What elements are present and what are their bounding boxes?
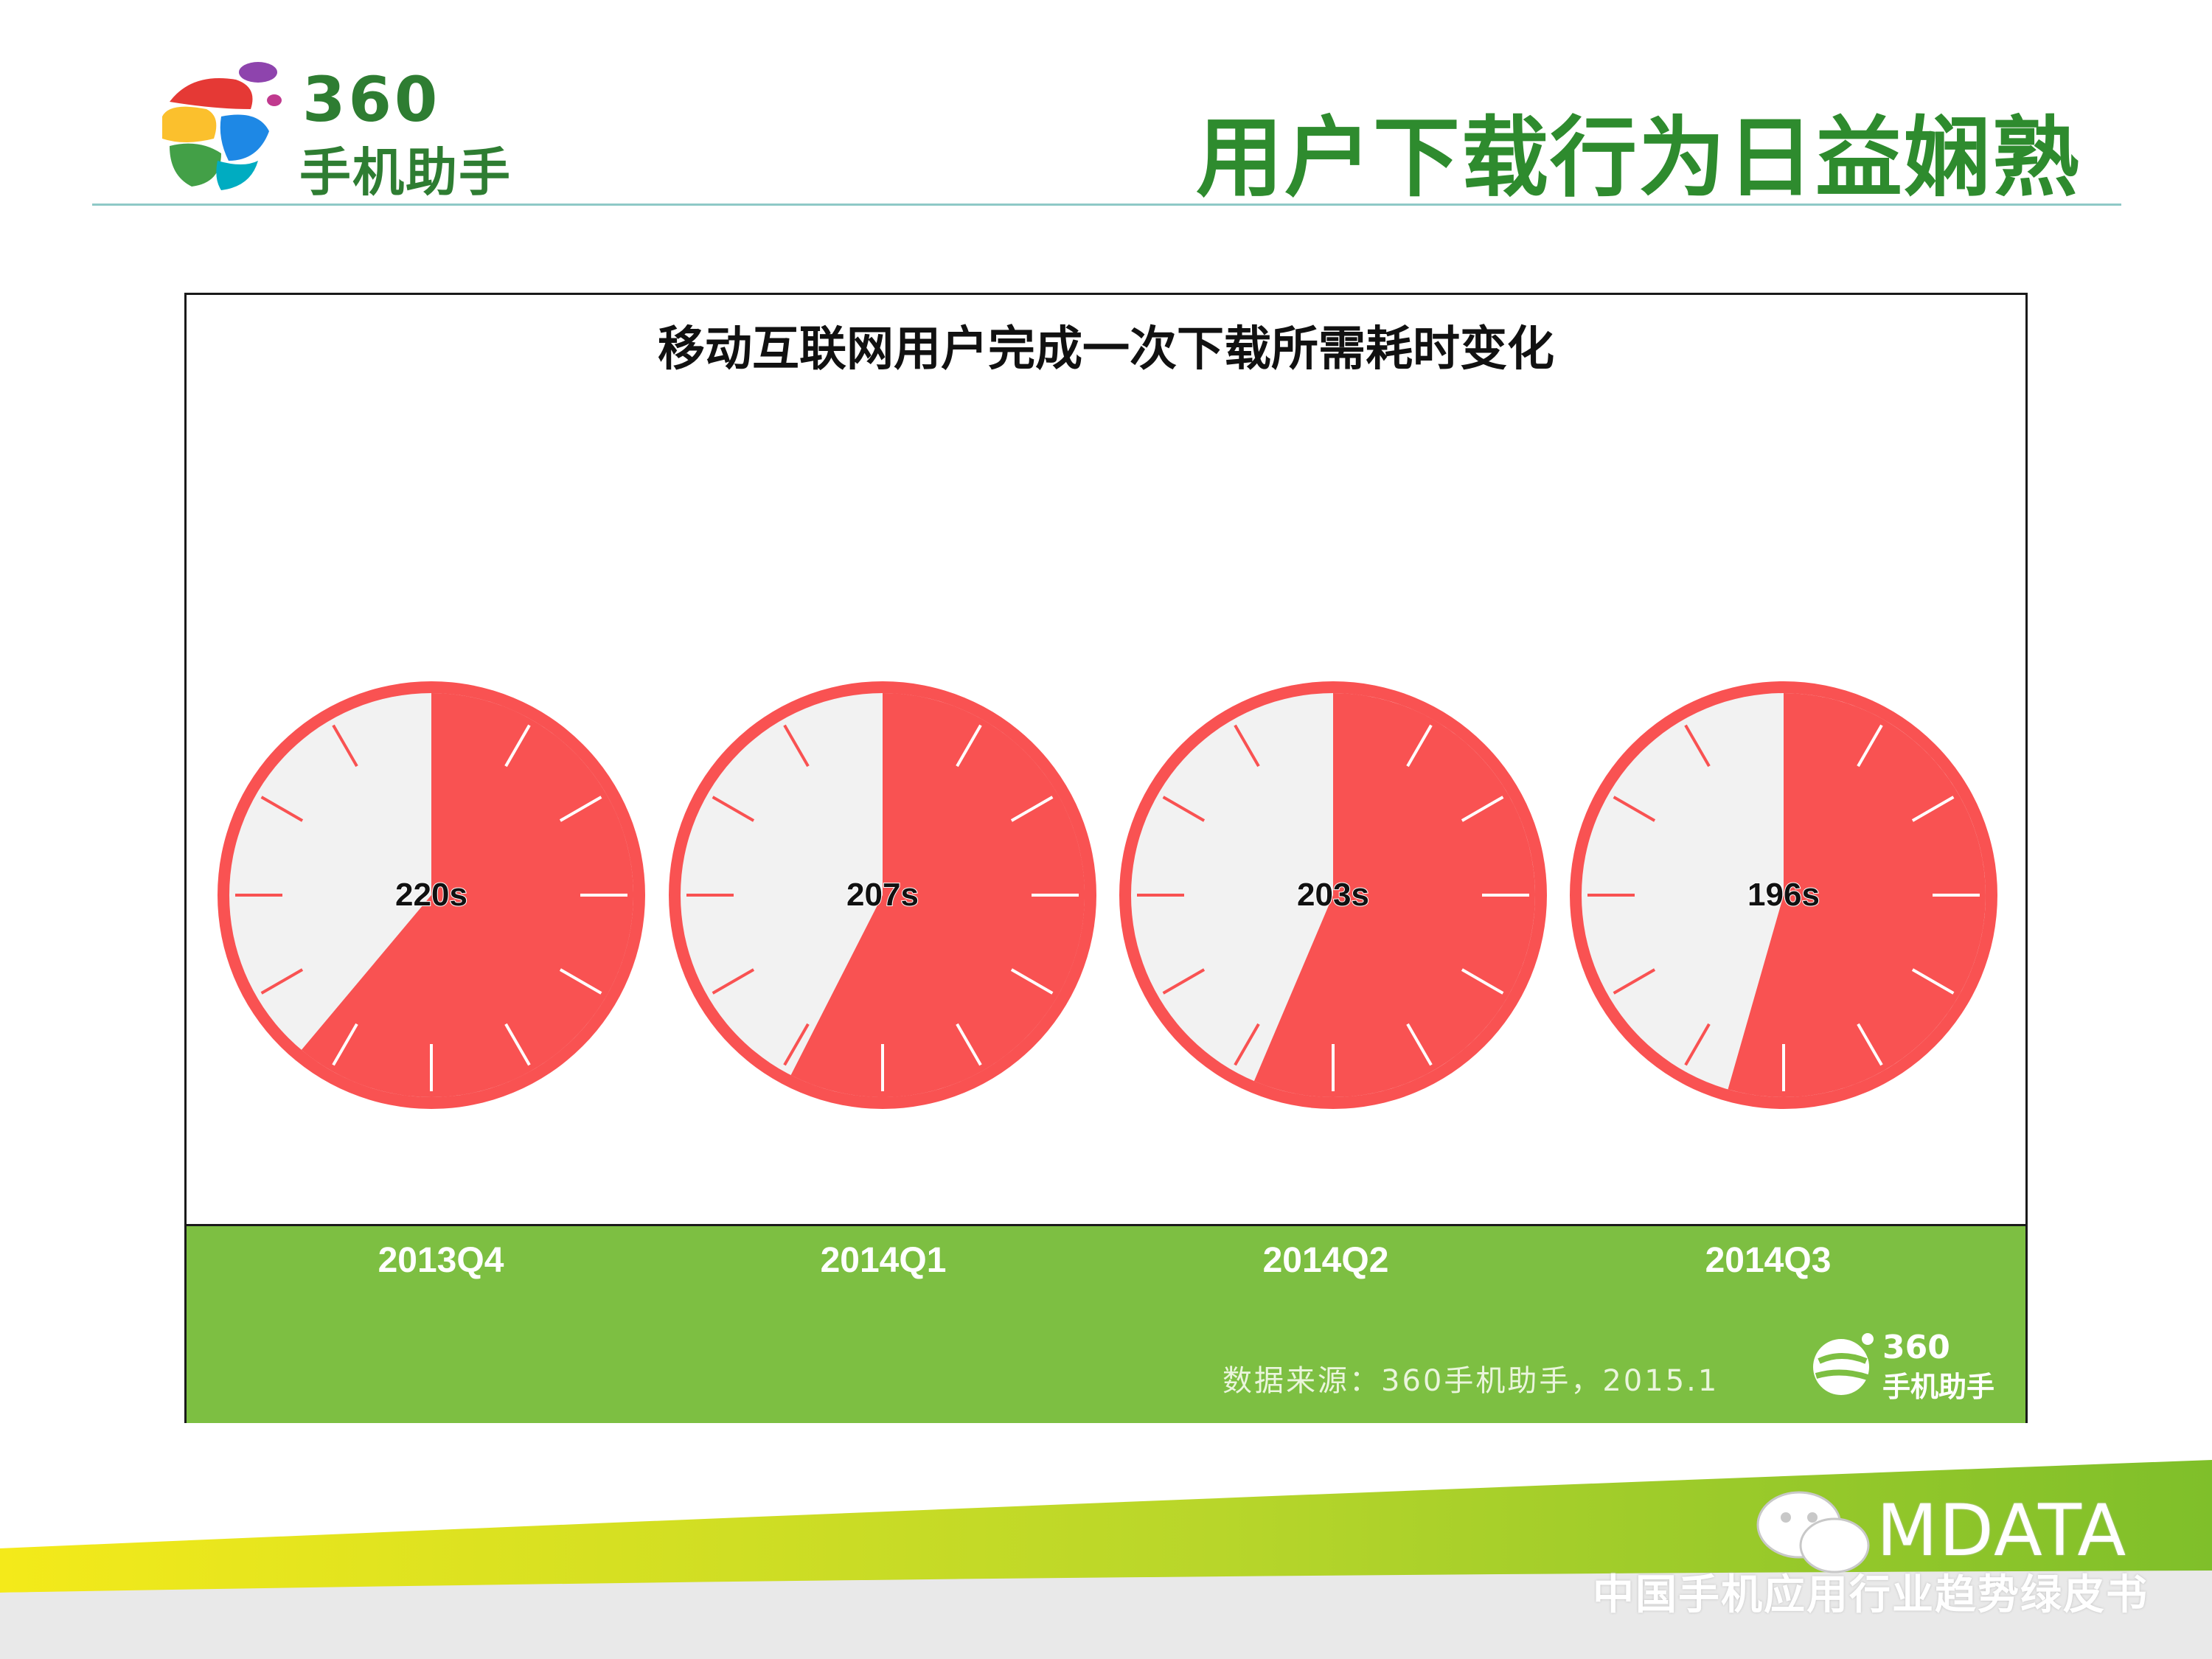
gauge-tick [956,1023,982,1066]
gauge-tick [559,968,602,995]
gauge-tick [1234,1023,1260,1066]
category-label: 2014Q2 [1263,1241,1389,1280]
category-labels: 2013Q4 2014Q1 2014Q2 2014Q3 [378,1241,1832,1280]
category-label: 2014Q1 [821,1241,947,1280]
logo-number: 360 [302,63,441,136]
gauge-2013Q4: 220s [218,681,645,1109]
wechat-icon [1756,1491,1870,1573]
gauge-tick [1406,724,1433,768]
band-logo-number: 360 [1882,1329,1950,1366]
gauge-tick [1461,796,1504,822]
gauge-tick [504,724,531,768]
gauge-tick [783,1023,810,1066]
gauge-tick [712,968,755,995]
gauge-2014Q3: 196s [1570,681,1997,1109]
gauge-tick [1857,1023,1883,1066]
category-band: 2013Q4 2014Q1 2014Q2 2014Q3 [187,1224,2025,1423]
gauge-tick [1010,796,1054,822]
gauge-tick [1162,796,1206,822]
band-logo-text: 手机助手 [1882,1371,1995,1403]
gauge-tick [559,796,602,822]
gauge-tick [1406,1023,1433,1066]
logo-ball-icon [162,62,282,190]
gauge-tick [956,724,982,768]
footer-swoosh [0,1460,2212,1659]
logo-360-assistant: 360 手机助手 [147,58,560,203]
gauge-value-label: 203s [1297,877,1369,913]
footer-brand: MDATA [1877,1489,2128,1572]
gauge-2014Q1: 207s [669,681,1096,1109]
page-title: 用户下载行为日益娴熟 [1195,107,2081,209]
footer-subtitle: 中国手机应用行业趋势绿皮书 [1593,1571,2149,1619]
gauge-tick [1684,724,1711,768]
logo-text: 手机助手 [299,142,512,203]
gauge-tick [260,796,304,822]
gauge-tick [1613,968,1656,995]
gauge-tick [1162,968,1206,995]
gauge-value-label: 220s [395,877,467,913]
band-logo: 360 手机助手 [1809,1329,2023,1403]
chart-panel: 移动互联网用户完成一次下载所需耗时变化 220s 207s 203s 196s 201… [184,293,2028,1423]
gauge-tick [260,968,304,995]
gauge-value-label: 196s [1747,877,1820,913]
gauge-wedge [790,693,1085,1097]
gauge-2014Q2: 203s [1119,681,1547,1109]
gauge-value-label: 207s [846,877,919,913]
gauge-tick [332,724,358,768]
gauge-tick [1911,796,1955,822]
gauge-tick [332,1023,358,1066]
gauge-tick [1461,968,1504,995]
gauge-wedge [1253,693,1536,1097]
gauge-tick [1234,724,1260,768]
header-divider [92,204,2121,206]
gauge-tick [783,724,810,768]
clock-gauges-chart: 220s 207s 203s 196s [218,681,1997,1109]
gauge-tick [1857,724,1883,768]
gauge-tick [1613,796,1656,822]
data-source: 数据来源：360手机助手，2015.1 [1222,1364,1719,1398]
category-label: 2014Q3 [1705,1241,1832,1280]
band-logo-ball-icon [1813,1333,1874,1395]
chart-title: 移动互联网用户完成一次下载所需耗时变化 [658,322,1554,377]
gauge-tick [1684,1023,1711,1066]
gauge-wedge [1728,693,1986,1098]
gauge-tick [712,796,755,822]
category-label: 2013Q4 [378,1241,504,1280]
gauge-tick [1911,968,1955,995]
gauge-tick [1010,968,1054,995]
gauge-wedge [301,693,634,1097]
gauge-tick [504,1023,531,1066]
